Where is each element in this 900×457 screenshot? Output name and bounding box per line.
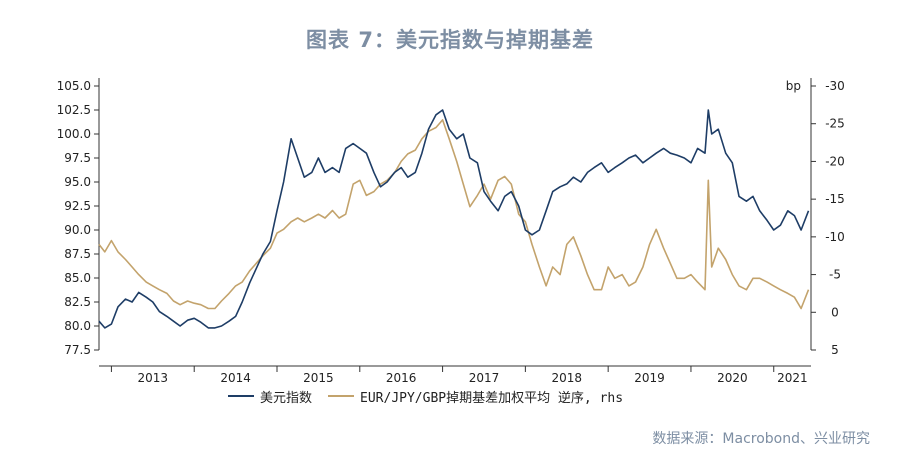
legend-label-dxy: 美元指数 (260, 387, 312, 406)
y-left-tick-label: 92.5 (64, 199, 91, 213)
y-right-tick-label: 0 (831, 305, 839, 319)
x-tick-label: 2020 (717, 371, 748, 385)
series-line-basis (99, 120, 809, 309)
legend-label-basis: EUR/JPY/GBP掉期基差加权平均 逆序, rhs (360, 387, 623, 406)
y-axis-right: -30 -25 -20 -15 -10 -5 0 5 bp (786, 79, 845, 357)
y-left-tick-label: 95.0 (64, 175, 91, 189)
x-tick-label: 2019 (634, 371, 665, 385)
y-left-tick-label: 77.5 (64, 343, 91, 357)
series-layer (99, 110, 809, 328)
x-tick-label: 2013 (138, 371, 169, 385)
x-tick-label: 2021 (777, 371, 808, 385)
y-left-tick-label: 85.0 (64, 271, 91, 285)
legend-item-basis: EUR/JPY/GBP掉期基差加权平均 逆序, rhs (328, 387, 623, 406)
y-left-tick-label: 97.5 (64, 151, 91, 165)
x-axis: 2013 2014 2015 2016 2017 2018 2019 2020 2021 (111, 366, 807, 385)
y-right-tick-label: 5 (831, 343, 839, 357)
x-tick-label: 2015 (303, 371, 334, 385)
y-right-tick-label: -15 (825, 192, 845, 206)
y-left-tick-label: 87.5 (64, 247, 91, 261)
x-tick-label: 2016 (386, 371, 417, 385)
y-right-tick-label: -25 (825, 117, 845, 131)
y-right-tick-label: -10 (825, 230, 845, 244)
legend: 美元指数 EUR/JPY/GBP掉期基差加权平均 逆序, rhs (228, 386, 639, 406)
y-right-unit-label: bp (786, 79, 801, 93)
legend-swatch-dxy (228, 395, 254, 397)
y-right-tick-label: -5 (829, 268, 841, 282)
y-right-tick-label: -20 (825, 154, 845, 168)
plot-area (99, 78, 811, 366)
x-tick-label: 2014 (220, 371, 251, 385)
y-left-tick-label: 80.0 (64, 319, 91, 333)
legend-item-dxy: 美元指数 (228, 387, 312, 406)
y-left-tick-label: 82.5 (64, 295, 91, 309)
source-note: 数据来源：Macrobond、兴业研究 (652, 428, 870, 448)
x-tick-label: 2017 (469, 371, 500, 385)
y-right-tick-label: -30 (825, 79, 845, 93)
y-left-tick-label: 90.0 (64, 223, 91, 237)
y-left-tick-label: 105.0 (57, 79, 91, 93)
x-tick-label: 2018 (551, 371, 582, 385)
series-line-dxy (99, 110, 809, 328)
y-axis-left: 77.5 80.0 82.5 85.0 87.5 90.0 92.5 95.0 97.5 100.… (57, 79, 99, 357)
y-left-tick-label: 102.5 (57, 103, 91, 117)
y-left-tick-label: 100.0 (57, 127, 91, 141)
legend-swatch-basis (328, 395, 354, 397)
